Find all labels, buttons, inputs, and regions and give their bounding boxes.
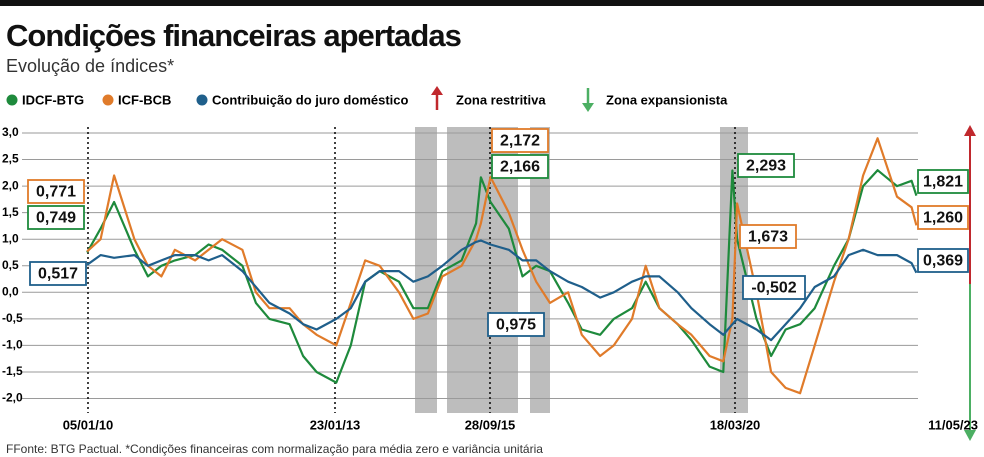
y-tick-label: 0,5 [2, 258, 19, 272]
y-tick-label: 0,0 [2, 284, 19, 298]
annotation: 2,293 [746, 158, 786, 175]
series-line [86, 137, 918, 395]
legend-label: ICF-BCB [118, 92, 171, 107]
y-tick-label: 1,0 [2, 231, 19, 245]
annotation-box [487, 312, 545, 337]
legend-zones: Zona restritiva Zona expansionista [431, 86, 728, 112]
annotation-box [491, 128, 549, 153]
legend-marker [102, 94, 114, 106]
y-tick-label: 2,0 [2, 178, 19, 192]
annotation: 0,975 [496, 317, 536, 334]
x-tick-label: 05/01/10 [63, 417, 114, 432]
arrow-head [964, 430, 976, 441]
y-tick-label: 3,0 [2, 125, 19, 139]
annotation: 0,749 [36, 210, 76, 227]
annotation: 1,260 [923, 210, 963, 227]
chart-subtitle: Evolução de índices* [6, 56, 174, 76]
annotation-box [742, 275, 806, 300]
y-tick-label: -1,5 [2, 364, 23, 378]
annotation: 2,166 [500, 159, 540, 176]
legend-marker [6, 94, 18, 106]
x-tick-label: 23/01/13 [310, 417, 361, 432]
series-line [86, 239, 918, 342]
annotation: 1,821 [923, 174, 963, 191]
y-tick-label: -0,5 [2, 311, 23, 325]
arrow-head [964, 125, 976, 136]
annotation-box [27, 179, 85, 204]
top-bar [0, 0, 984, 6]
arrow-head [431, 86, 443, 95]
x-tick-label: 18/03/20 [710, 417, 761, 432]
side-arrow [964, 125, 976, 441]
annotation-box [29, 261, 87, 286]
zone-bands [415, 127, 748, 413]
x-tick-label: 11/05/23 [928, 417, 978, 432]
annotation: 0,517 [38, 266, 78, 283]
y-tick-label: 1,5 [2, 205, 19, 219]
legend-label: Zona expansionista [606, 92, 728, 107]
annotation: 0,369 [923, 253, 963, 270]
annotation: 0,771 [36, 184, 76, 201]
chart-title: Condições financeiras apertadas [6, 18, 461, 53]
annotation-box [917, 169, 969, 194]
annotation-box [917, 205, 969, 230]
y-tick-label: 2,5 [2, 152, 19, 166]
annotation: 1,673 [748, 229, 788, 246]
legend-label: Zona restritiva [456, 92, 546, 107]
arrow-head [582, 103, 594, 112]
annotation: 2,172 [500, 133, 540, 150]
band [415, 127, 437, 413]
series-line [86, 169, 918, 384]
annotation-box [491, 154, 549, 179]
y-tick-label: -2,0 [2, 391, 23, 405]
x-tick-label: 28/09/15 [465, 417, 516, 432]
annotation: -0,502 [751, 280, 796, 297]
annotation-box [737, 153, 795, 178]
annotation-box [739, 224, 797, 249]
footer: FFonte: BTG Pactual. *Condições financei… [6, 442, 543, 456]
annotation-box [27, 205, 85, 230]
legend-marker [196, 94, 208, 106]
y-tick-label: -1,0 [2, 338, 23, 352]
annotation-box [917, 248, 969, 273]
legend-label: Contribuição do juro doméstico [212, 92, 409, 107]
band [530, 127, 550, 413]
legend-label: IDCF-BTG [22, 92, 84, 107]
